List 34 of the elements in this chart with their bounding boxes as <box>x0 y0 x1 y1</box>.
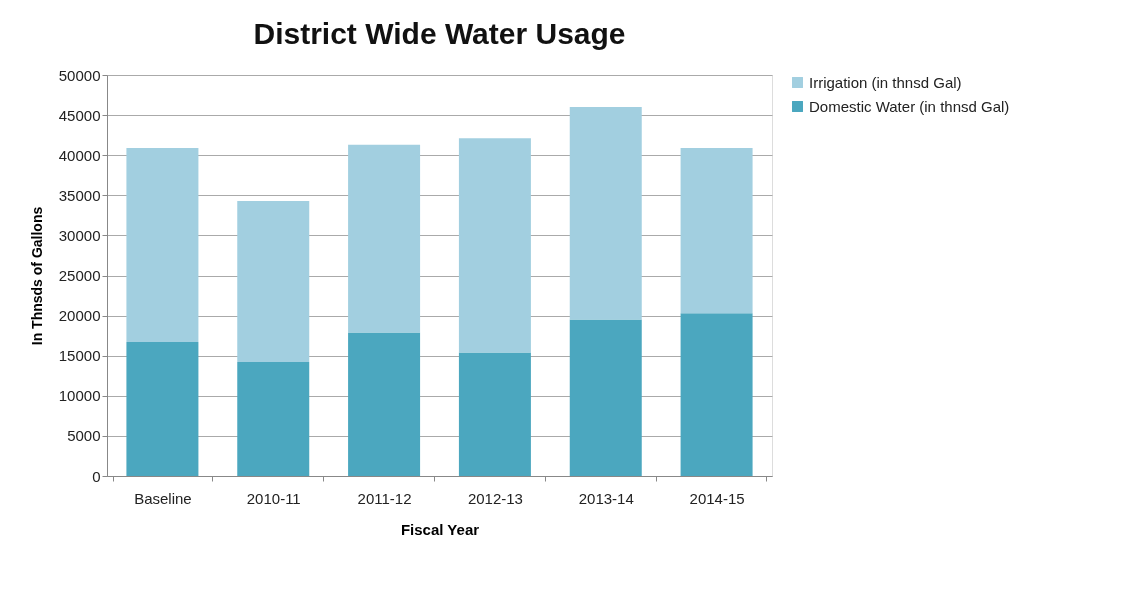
legend-label: Domestic Water (in thnsd Gal) <box>809 97 1010 115</box>
y-tick-label: 30000 <box>58 226 101 244</box>
bar <box>569 319 642 476</box>
y-tick-label: 0 <box>92 467 101 485</box>
y-tick-label: 40000 <box>58 146 101 164</box>
x-axis-title: Fiscal Year <box>400 520 480 538</box>
y-tick-label: 10000 <box>58 387 101 405</box>
bar <box>569 107 642 320</box>
chart-title: District Wide Water Usage <box>253 17 626 50</box>
y-tick-label: 45000 <box>58 106 101 124</box>
y-tick-label: 35000 <box>58 186 101 204</box>
x-tick-label: 2014-15 <box>689 489 745 507</box>
y-tick-label: 50000 <box>58 66 101 84</box>
y-tick-label: 20000 <box>58 307 101 325</box>
bar <box>237 200 310 363</box>
bar <box>348 144 421 333</box>
bar <box>458 352 531 476</box>
x-tick-label: 2011-12 <box>357 489 412 507</box>
bar <box>126 342 199 476</box>
x-tick-label: 2013-14 <box>578 489 634 507</box>
y-tick-label: 25000 <box>58 267 101 284</box>
y-axis-title: In Thnsds of Gallons <box>28 206 45 346</box>
legend-label: Irrigation (in thnsd Gal) <box>809 73 962 91</box>
y-tick-label: 5000 <box>67 427 101 445</box>
x-tick-label: 2012-13 <box>467 489 523 507</box>
x-tick-label: Baseline <box>134 489 192 507</box>
x-tick-label: 2010-11 <box>246 489 301 507</box>
bar <box>680 313 753 476</box>
bar <box>348 332 421 476</box>
bar <box>458 138 531 353</box>
bar <box>126 147 199 343</box>
y-tick-label: 15000 <box>58 347 101 365</box>
bar <box>237 362 310 476</box>
bar <box>680 147 753 314</box>
